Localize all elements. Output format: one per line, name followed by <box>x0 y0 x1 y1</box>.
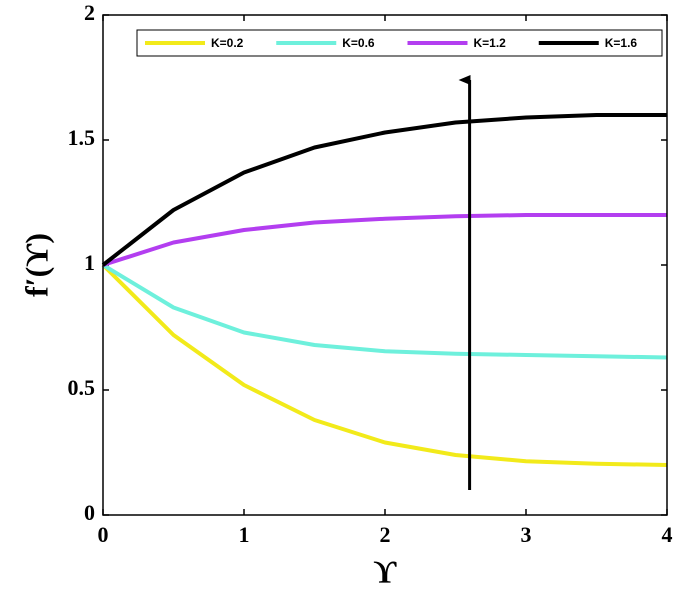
legend-label: K=1.6 <box>605 36 638 50</box>
y-tick-label: 1 <box>84 250 95 275</box>
x-tick-label: 0 <box>98 522 109 547</box>
series-line <box>101 113 667 267</box>
y-tick-label: 0.5 <box>68 375 96 400</box>
series-line <box>101 263 668 467</box>
plot-frame <box>102 14 668 516</box>
y-tick-label: 1.5 <box>68 125 96 150</box>
x-axis-label: ϒ <box>373 553 397 589</box>
x-tick-label: 1 <box>239 522 250 547</box>
legend: K=0.2 K=0.6 K=1.2 K=1.6 <box>136 29 663 57</box>
x-tick-label: 4 <box>662 522 673 547</box>
y-tick-label: 0 <box>84 500 95 525</box>
legend-label: K=0.6 <box>342 36 375 50</box>
y-axis-label: f′(ϒ) <box>18 233 54 297</box>
legend-label: K=1.2 <box>474 36 507 50</box>
series-line <box>102 213 667 267</box>
x-tick-label: 3 <box>521 522 532 547</box>
series-line <box>101 263 668 360</box>
x-tick-label: 2 <box>380 522 391 547</box>
y-tick-label: 2 <box>84 0 95 25</box>
legend-label: K=0.2 <box>211 36 244 50</box>
